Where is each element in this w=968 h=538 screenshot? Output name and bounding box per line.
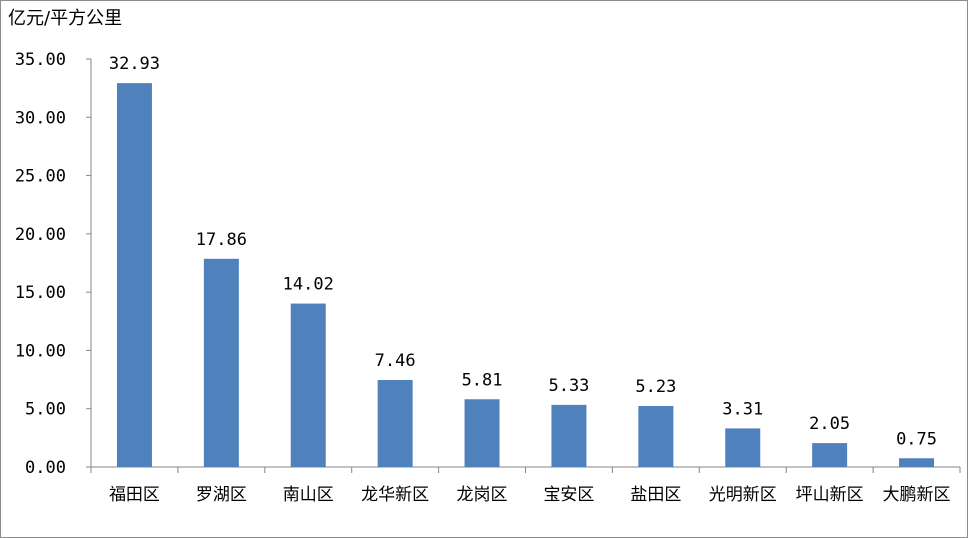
y-tick-label: 5.00 bbox=[25, 400, 66, 420]
y-tick-label: 10.00 bbox=[15, 341, 66, 361]
y-axis-unit-label: 亿元/平方公里 bbox=[8, 8, 122, 29]
y-tick-label: 35.00 bbox=[15, 50, 66, 70]
bar bbox=[899, 458, 935, 467]
data-label: 32.93 bbox=[109, 54, 160, 74]
bar bbox=[464, 399, 500, 467]
bar bbox=[290, 303, 326, 467]
x-tick-label: 龙华新区 bbox=[361, 485, 429, 505]
data-label: 0.75 bbox=[896, 429, 937, 449]
bars bbox=[116, 83, 935, 468]
x-tick-label: 坪山新区 bbox=[796, 485, 864, 505]
bar bbox=[551, 404, 587, 467]
bar bbox=[812, 443, 848, 467]
x-tick-label: 宝安区 bbox=[543, 485, 594, 505]
x-tick-label: 福田区 bbox=[109, 485, 160, 505]
y-axis-ticks: 0.00 5.00 10.00 15.00 20.00 25.00 30.00 35.00 bbox=[15, 50, 91, 478]
data-label: 5.23 bbox=[635, 377, 676, 397]
x-tick-label: 盐田区 bbox=[630, 485, 681, 505]
x-tick-label: 光明新区 bbox=[709, 485, 777, 505]
bar bbox=[377, 380, 413, 467]
data-label: 7.46 bbox=[375, 351, 416, 371]
x-tick-label: 南山区 bbox=[283, 485, 334, 505]
data-labels: 32.93 17.86 14.02 7.46 5.81 5.33 5.23 3.31 2.05 0… bbox=[109, 54, 937, 449]
data-label: 3.31 bbox=[722, 399, 763, 419]
x-tick-label: 罗湖区 bbox=[196, 485, 247, 505]
x-tick-label: 大鹏新区 bbox=[883, 485, 951, 505]
data-label: 5.81 bbox=[462, 370, 503, 390]
data-label: 14.02 bbox=[283, 275, 334, 295]
bar bbox=[638, 406, 674, 467]
data-label: 5.33 bbox=[548, 376, 589, 396]
y-tick-label: 25.00 bbox=[15, 167, 66, 187]
y-tick-label: 0.00 bbox=[25, 458, 66, 478]
y-tick-label: 15.00 bbox=[15, 283, 66, 303]
y-tick-label: 20.00 bbox=[15, 225, 66, 245]
bar bbox=[116, 83, 152, 468]
data-label: 17.86 bbox=[196, 230, 247, 250]
bar bbox=[203, 258, 239, 467]
data-label: 2.05 bbox=[809, 414, 850, 434]
bar bbox=[725, 428, 761, 467]
x-axis-labels: 福田区 罗湖区 南山区 龙华新区 龙岗区 宝安区 盐田区 光明新区 坪山新区 大鹏新区 bbox=[109, 485, 951, 505]
x-tick-label: 龙岗区 bbox=[457, 485, 508, 505]
y-tick-label: 30.00 bbox=[15, 108, 66, 128]
